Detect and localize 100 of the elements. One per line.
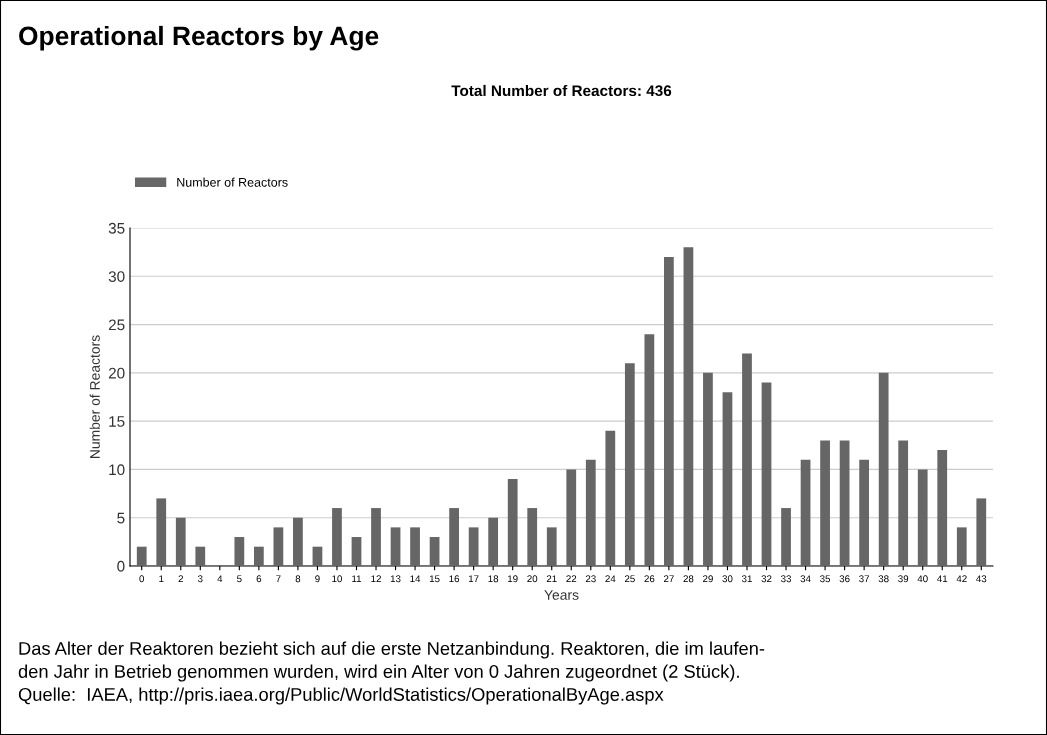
bar bbox=[781, 508, 791, 566]
x-tick-label: 26 bbox=[644, 575, 655, 583]
x-tick-label: 4 bbox=[217, 575, 223, 583]
x-tick-label: 19 bbox=[508, 575, 518, 583]
x-tick-label: 25 bbox=[624, 575, 635, 583]
x-tick-label: 43 bbox=[976, 575, 987, 583]
x-tick-label: 0 bbox=[139, 575, 145, 583]
y-axis-title: Number of Reactors bbox=[89, 335, 100, 458]
x-tick-label: 32 bbox=[761, 575, 772, 583]
bar bbox=[293, 517, 303, 566]
x-tick-label: 14 bbox=[410, 575, 421, 583]
bar bbox=[312, 546, 323, 566]
x-tick-label: 8 bbox=[295, 575, 301, 583]
x-tick-label: 9 bbox=[315, 575, 320, 583]
bar bbox=[332, 508, 342, 566]
text: Das Alter der Reaktoren bezieht sich auf die erste Netzanbindung. Reaktoren, die im laufen- bbox=[19, 641, 765, 659]
bar bbox=[136, 546, 147, 566]
x-tick-label: 28 bbox=[683, 575, 694, 583]
chart-subtitle: Total Number of Reactors: 436 bbox=[451, 84, 672, 97]
x-tick-label: 37 bbox=[859, 575, 870, 583]
x-tick-label: 10 bbox=[332, 575, 342, 583]
bar bbox=[351, 537, 362, 566]
bar bbox=[644, 334, 655, 566]
x-tick-label: 13 bbox=[390, 575, 401, 583]
x-axis-title: Years bbox=[544, 590, 579, 600]
x-tick-label: 38 bbox=[878, 575, 889, 583]
y-tick-label: 15 bbox=[109, 416, 125, 427]
bar bbox=[839, 440, 850, 566]
x-tick-label: 23 bbox=[585, 575, 596, 583]
x-tick-label: 7 bbox=[276, 575, 281, 583]
bar bbox=[956, 527, 967, 566]
bar bbox=[742, 353, 752, 566]
y-tick-label: 5 bbox=[117, 512, 125, 524]
bar bbox=[820, 440, 830, 566]
x-tick-label: 40 bbox=[917, 575, 928, 583]
bar bbox=[371, 508, 381, 566]
bar bbox=[937, 450, 948, 566]
bar bbox=[449, 508, 459, 566]
bar bbox=[722, 392, 733, 566]
x-tick-label: 24 bbox=[605, 575, 616, 583]
bar bbox=[390, 527, 401, 566]
source-note: Quelle: IAEA, http://pris.iaea.org/Public/WorldStatistics/OperationalByAge.aspx bbox=[18, 687, 664, 705]
bar bbox=[683, 247, 694, 566]
x-tick-label: 1 bbox=[159, 575, 164, 583]
y-tick-label: 10 bbox=[109, 464, 125, 476]
bar bbox=[585, 459, 596, 566]
bar bbox=[234, 537, 245, 566]
bar bbox=[253, 546, 264, 566]
bar bbox=[605, 430, 616, 566]
x-tick-label: 6 bbox=[256, 575, 262, 583]
x-tick-label: 16 bbox=[449, 575, 460, 583]
x-tick-label: 12 bbox=[371, 575, 381, 583]
x-tick-label: 36 bbox=[839, 575, 850, 583]
x-tick-label: 30 bbox=[722, 575, 733, 583]
x-tick-label: 39 bbox=[898, 575, 909, 583]
x-tick-label: 31 bbox=[741, 575, 752, 583]
x-tick-label: 34 bbox=[800, 575, 811, 583]
y-tick-label: 35 bbox=[108, 222, 125, 234]
bar bbox=[859, 459, 870, 566]
x-tick-label: 35 bbox=[820, 575, 831, 583]
x-tick-label: 21 bbox=[546, 575, 557, 583]
x-tick-label: 33 bbox=[781, 575, 792, 583]
x-tick-label: 2 bbox=[178, 575, 183, 583]
bar bbox=[664, 256, 674, 566]
x-tick-label: 22 bbox=[566, 575, 577, 583]
legend-label: Number of Reactors bbox=[177, 177, 288, 187]
x-tick-label: 42 bbox=[956, 575, 967, 583]
bar bbox=[156, 498, 167, 566]
bar bbox=[917, 469, 928, 566]
text: den Jahr in Betrieb genommen wurden, wird ein Alter von 0 Jahren zugeordnet (2 Stück). bbox=[18, 664, 739, 682]
bar bbox=[898, 440, 909, 566]
y-tick-label: 25 bbox=[108, 319, 125, 331]
x-tick-label: 17 bbox=[468, 575, 479, 583]
bar bbox=[878, 372, 889, 566]
bar bbox=[195, 546, 206, 566]
bar bbox=[273, 527, 284, 566]
y-tick-label: 20 bbox=[108, 367, 125, 379]
bar bbox=[761, 382, 772, 566]
x-tick-label: 5 bbox=[237, 575, 242, 583]
bar bbox=[546, 527, 557, 566]
bar bbox=[468, 527, 479, 566]
bar bbox=[624, 363, 635, 566]
x-tick-label: 20 bbox=[527, 575, 538, 583]
x-tick-label: 27 bbox=[663, 575, 674, 583]
bar bbox=[410, 527, 420, 566]
x-tick-label: 15 bbox=[429, 575, 440, 583]
chart-title: Operational Reactors by Age bbox=[19, 25, 379, 51]
bar bbox=[527, 508, 538, 566]
bar bbox=[429, 537, 440, 566]
x-tick-label: 11 bbox=[352, 575, 362, 583]
bar bbox=[703, 372, 713, 566]
y-tick-label: 0 bbox=[117, 560, 125, 572]
x-tick-label: 18 bbox=[488, 575, 499, 583]
bar bbox=[488, 517, 499, 566]
bar bbox=[976, 498, 987, 566]
bar bbox=[566, 469, 577, 566]
bar bbox=[175, 517, 186, 566]
x-tick-label: 3 bbox=[197, 575, 203, 583]
x-tick-label: 41 bbox=[937, 575, 948, 583]
bar bbox=[507, 479, 518, 566]
